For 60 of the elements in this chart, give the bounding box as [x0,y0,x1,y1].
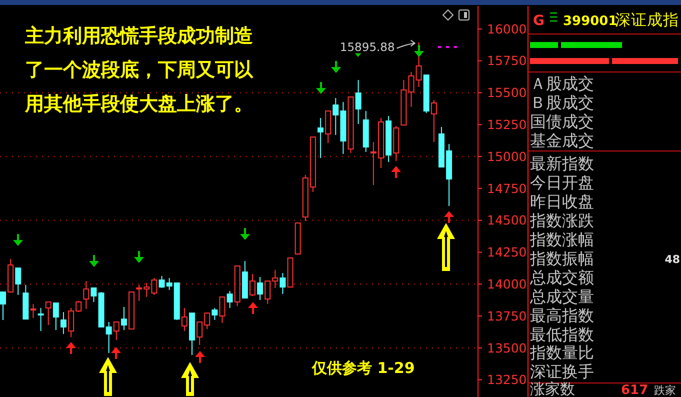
y-tick-label: 14750 [487,180,527,196]
y-tick-label: 15000 [487,148,527,164]
text: 昨日收盘 [530,192,594,211]
text: 基金成交 [530,131,594,150]
text: Ａ股成交 [530,74,594,93]
candlestick [120,306,127,331]
y-tick-label: 13750 [487,308,527,324]
y-tick-label: 15500 [487,85,527,100]
text: 总成交额 [529,268,594,287]
candlestick [83,280,90,310]
candlestick [325,110,332,144]
y-tick-label: 15250 [487,117,527,132]
y-tick-label: 13250 [487,372,527,388]
text: 48 [664,253,680,266]
text: 最高指数 [530,306,594,325]
candlestick [219,296,226,324]
candlestick [30,304,36,319]
text: Ｂ股成交 [530,93,594,112]
text: 最新指数 [530,154,594,173]
candlestick [226,290,233,308]
text: 指数量比 [529,343,594,362]
candlestick [355,79,362,124]
candlestick [181,307,188,332]
text: G [533,13,544,29]
text: 涨家数 [530,380,575,397]
y-tick-label: 16000 [487,21,527,36]
candlestick [430,100,437,142]
annotation: 仅供参考 1-29 [311,359,415,377]
y-tick-label: 14000 [487,276,527,292]
candlestick [280,272,286,295]
candlestick [0,292,6,320]
annotation: 15895.88 [340,40,395,54]
text: 深证换手 [530,362,594,381]
text: 今日开盘 [530,173,594,192]
candlestick [249,274,256,296]
candlestick [52,302,59,331]
text: 指数涨跌 [529,211,594,230]
candlestick [90,287,97,302]
text: 主力利用恐慌手段成功制造了一个波段底，下周又可以用其他手段使大盘上涨了。 [24,25,254,115]
candlestick [113,321,120,340]
candlestick [60,312,66,334]
text: 总成交量 [529,287,594,306]
candlestick [257,276,264,301]
y-tick-label: 14500 [487,212,527,228]
y-tick-label: 13500 [487,340,527,356]
candlestick [318,118,324,158]
text: 跌家 [654,384,676,397]
candlestick [212,307,218,320]
candlestick [15,268,22,296]
text: 深证成指 [615,11,679,29]
text: 指数振幅 [529,249,594,268]
y-tick-label: 15750 [487,53,527,68]
text: 617 [621,383,648,397]
candlestick [45,301,52,326]
text: 最低指数 [530,325,594,344]
text: 国债成交 [530,112,594,131]
candlestick [38,307,44,332]
candlestick [416,42,422,88]
y-tick-label: 14250 [487,244,527,260]
text: 指数涨幅 [529,230,594,249]
